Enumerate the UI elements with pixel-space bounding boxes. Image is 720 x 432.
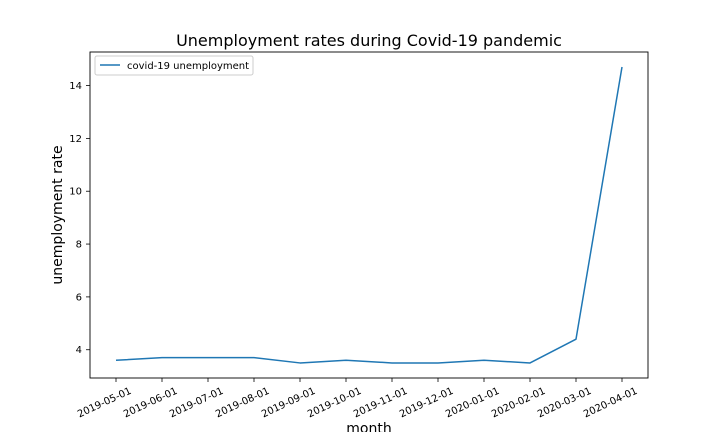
plot-frame [89, 51, 649, 379]
y-tick-label: 8 [76, 240, 82, 251]
y-tick-label: 12 [69, 134, 82, 145]
y-axis-label: unemployment rate [50, 145, 66, 284]
y-tick-label: 6 [76, 292, 82, 303]
plot-area [89, 51, 649, 379]
x-axis-label: month [346, 421, 391, 432]
y-tick-label: 14 [69, 81, 82, 92]
legend-label-covid-19-unemployment: covid-19 unemployment [127, 61, 249, 72]
legend-box [94, 55, 254, 76]
series-line-covid-19-unemployment [115, 66, 623, 364]
legend: covid-19 unemployment [94, 55, 254, 76]
y-tick-label: 10 [69, 187, 82, 198]
chart-title: Unemployment rates during Covid-19 pande… [176, 31, 562, 50]
y-tick-label: 4 [76, 345, 82, 356]
